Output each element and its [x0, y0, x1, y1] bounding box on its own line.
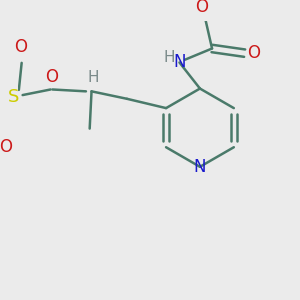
Text: S: S	[8, 88, 19, 106]
Text: O: O	[195, 0, 208, 16]
Text: N: N	[194, 158, 206, 176]
Text: H: H	[88, 70, 99, 85]
Text: N: N	[173, 53, 186, 71]
Text: O: O	[248, 44, 260, 62]
Text: H: H	[164, 50, 175, 65]
Text: O: O	[45, 68, 58, 86]
Text: O: O	[14, 38, 27, 56]
Text: O: O	[0, 138, 12, 156]
